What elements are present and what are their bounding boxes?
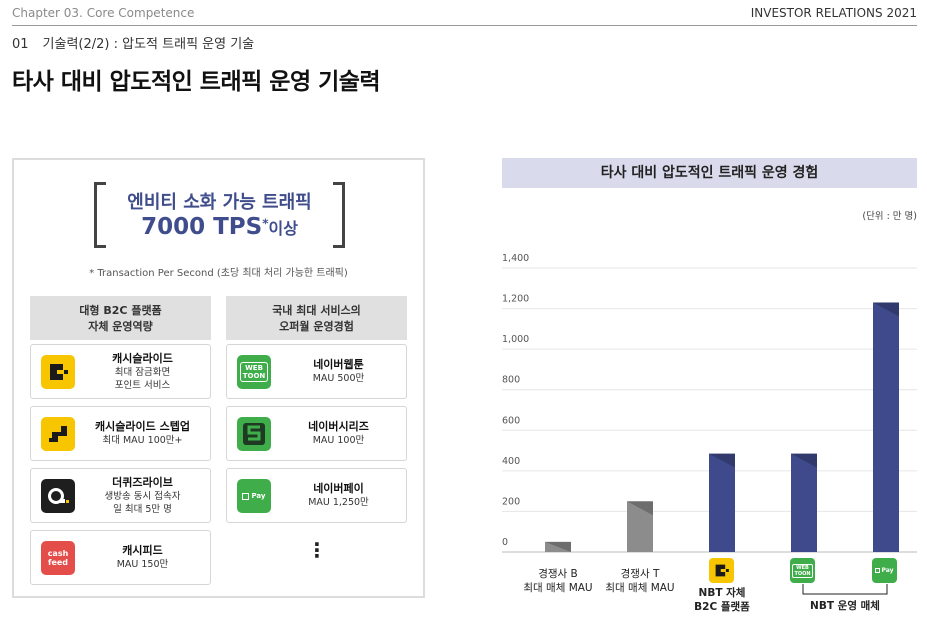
x-label-competitor-b: 경쟁사 B 최대 매체 MAU	[518, 567, 598, 595]
bar-fold-shade	[873, 302, 899, 317]
service-name: 캐시슬라이드 스텝업	[95, 420, 190, 433]
chart-unit: (단위 : 만 명)	[862, 211, 917, 222]
more-services-ellipsis: ⋮	[307, 538, 327, 562]
service-name: 캐시슬라이드	[112, 351, 173, 365]
nbt-webtoon-icon: WEB TOON	[790, 558, 815, 583]
webtoon-icon-text: TOON	[242, 372, 266, 380]
pay-icon-text: Pay	[881, 567, 894, 574]
column-header-line: 오퍼월 운영경험	[279, 320, 354, 333]
section-title: 기술력(2/2) : 압도적 트래픽 운영 기술	[42, 37, 255, 52]
service-name: 네이버웹툰	[313, 358, 364, 371]
tps-number: 7000 TPS	[141, 214, 263, 240]
service-name: 네이버페이	[313, 482, 364, 495]
service-card-naver-webtoon: WEB TOON 네이버웹툰 MAU 500만	[226, 344, 407, 399]
x-label-line: 경쟁사 T	[620, 568, 660, 580]
column-header-line: 국내 최대 서비스의	[272, 304, 361, 317]
x-label-line: NBT 자체	[698, 587, 746, 599]
service-desc: MAU 150만	[116, 559, 169, 570]
y-tick-label: 1,000	[502, 334, 529, 345]
service-desc: MAU 1,250만	[308, 497, 369, 508]
naver-webtoon-icon: WEB TOON	[237, 355, 271, 389]
y-tick-label: 200	[502, 496, 520, 507]
service-card-thequizlive: 더퀴즈라이브 생방송 동시 접속자 일 최대 5만 명	[30, 468, 211, 523]
service-desc: 최대 MAU 100만+	[102, 435, 183, 446]
webtoon-icon-text: WEB	[245, 364, 263, 372]
cashslide-icon	[41, 355, 75, 389]
section-heading: 01 기술력(2/2) : 압도적 트래픽 운영 기술	[12, 33, 254, 52]
pay-icon-text: Pay	[251, 492, 266, 500]
x-label-line: 경쟁사 B	[538, 568, 578, 580]
bar	[873, 302, 899, 552]
service-card-naver-series: 네이버시리즈 MAU 100만	[226, 406, 407, 461]
traffic-bar-chart: 0 200 400 600 800 1,000 1,200 1,400	[502, 253, 917, 553]
webtoon-icon-text: WEB	[796, 564, 809, 571]
service-desc: 생방송 동시 접속자	[104, 490, 181, 502]
bar	[545, 541, 571, 552]
x-label-nbt-b2c: NBT 자체 B2C 플랫폼	[682, 586, 762, 614]
capability-panel: 엔비티 소화 가능 트래픽 7000 TPS*이상 * Transaction …	[12, 158, 425, 598]
bar-fold-shade	[709, 453, 735, 468]
bar-fold-shade	[627, 501, 653, 516]
x-label-nbt-ops: NBT 운영 매체	[810, 600, 880, 612]
column-header-line: 자체 운영역량	[88, 320, 153, 333]
brand-label: INVESTOR RELATIONS 2021	[750, 6, 917, 20]
naver-series-icon	[237, 417, 271, 451]
service-card-cashslide: 캐시슬라이드 최대 잠금화면 포인트 서비스	[30, 344, 211, 399]
cashfeed-icon-text: cash	[47, 549, 69, 558]
ops-media-bracket	[802, 584, 888, 595]
chart-title: 타사 대비 압도적인 트래픽 운영 경험	[502, 158, 917, 188]
column-header-line: 대형 B2C 플랫폼	[79, 304, 162, 317]
bar	[709, 453, 735, 552]
cashslide-stepup-icon	[41, 417, 75, 451]
bar-fold-shade	[791, 453, 817, 468]
service-name: 더퀴즈라이브	[112, 475, 173, 489]
webtoon-icon-text: TOON	[794, 570, 811, 577]
y-tick-label: 0	[502, 537, 508, 548]
cashfeed-icon-text: feed	[47, 558, 69, 567]
service-desc: MAU 100만	[312, 435, 365, 446]
service-card-cashfeed: cash feed 캐시피드 MAU 150만	[30, 530, 211, 585]
left-bracket	[94, 182, 106, 248]
service-name: 캐시피드	[122, 544, 163, 557]
service-desc: 포인트 서비스	[114, 379, 171, 391]
x-label-line: 최대 매체 MAU	[523, 582, 593, 594]
bar-fold-shade	[545, 541, 571, 552]
column-header-offerwall: 국내 최대 서비스의 오퍼월 운영경험	[226, 296, 407, 340]
tps-star: *	[262, 216, 269, 231]
naver-pay-icon: Pay	[237, 479, 271, 513]
y-tick-label: 1,400	[502, 253, 529, 264]
x-label-line: B2C 플랫폼	[694, 601, 750, 613]
nbt-cashslide-icon	[709, 558, 734, 583]
x-label-line: 최대 매체 MAU	[605, 582, 675, 594]
y-tick-label: 800	[502, 375, 520, 386]
y-tick-label: 400	[502, 456, 520, 467]
chapter-label: Chapter 03. Core Competence	[12, 6, 195, 20]
tps-value: 7000 TPS*이상	[106, 214, 333, 240]
y-tick-label: 1,200	[502, 294, 529, 305]
nbt-naverpay-icon: Pay	[872, 558, 897, 583]
service-card-naver-pay: Pay 네이버페이 MAU 1,250만	[226, 468, 407, 523]
x-label-competitor-t: 경쟁사 T 최대 매체 MAU	[600, 567, 680, 595]
tps-caption: 엔비티 소화 가능 트래픽	[127, 192, 312, 213]
service-card-cashslide-stepup: 캐시슬라이드 스텝업 최대 MAU 100만+	[30, 406, 211, 461]
section-number: 01	[12, 37, 29, 52]
service-desc: 일 최대 5만 명	[113, 503, 172, 515]
service-desc: 최대 잠금화면	[114, 366, 171, 378]
header-divider	[12, 25, 917, 26]
y-tick-label: 600	[502, 415, 520, 426]
tps-footnote: * Transaction Per Second (초당 최대 처리 가능한 트…	[89, 268, 348, 279]
column-header-b2c: 대형 B2C 플랫폼 자체 운영역량	[30, 296, 211, 340]
cashfeed-icon: cash feed	[41, 541, 75, 575]
bar	[627, 501, 653, 552]
tps-suffix: 이상	[268, 219, 298, 238]
service-name: 네이버시리즈	[308, 420, 369, 433]
page-title: 타사 대비 압도적인 트래픽 운영 기술력	[12, 69, 381, 95]
service-desc: MAU 500만	[312, 373, 365, 384]
right-bracket	[333, 182, 345, 248]
thequizlive-icon	[41, 479, 75, 513]
bar	[791, 453, 817, 552]
